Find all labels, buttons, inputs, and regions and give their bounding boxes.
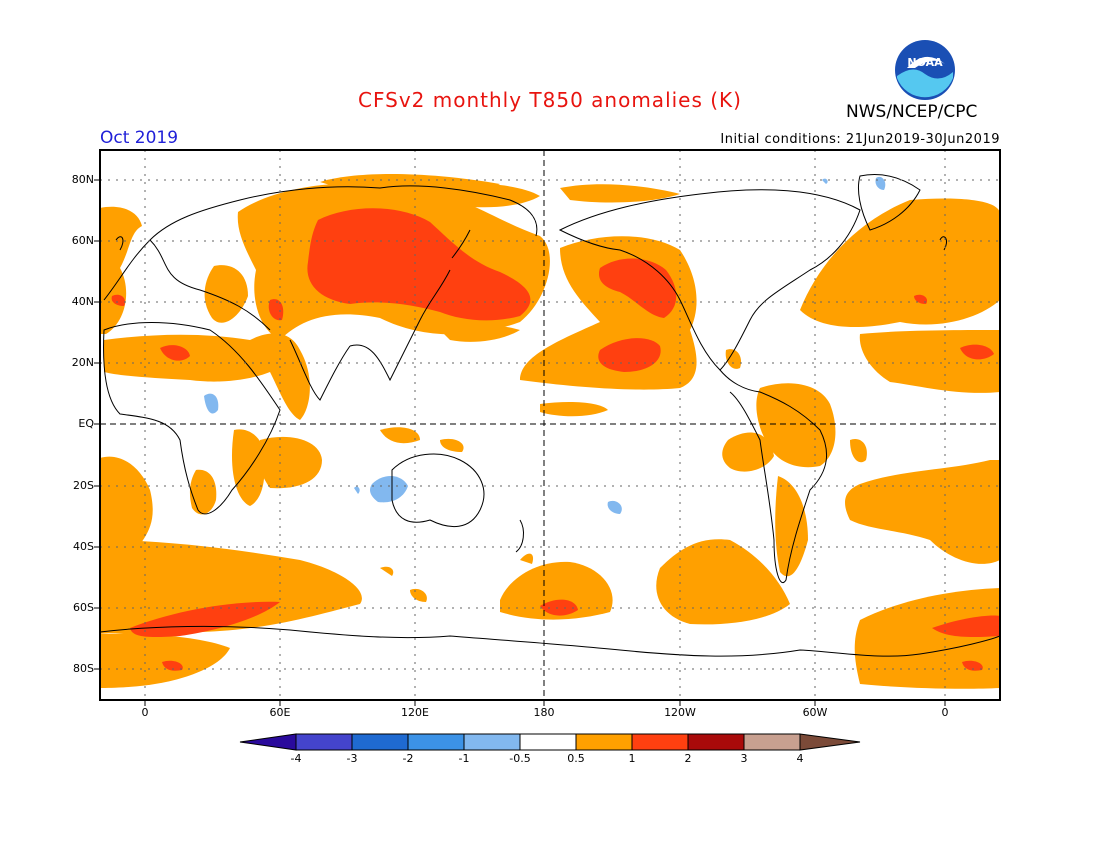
grid-lines bbox=[100, 150, 1000, 700]
colorbar-label: -0.5 bbox=[509, 752, 531, 765]
colorbar-label: 3 bbox=[740, 752, 748, 765]
lon-label-120w: 120W bbox=[664, 706, 696, 719]
colorbar bbox=[239, 733, 861, 751]
colorbar-left-arrow bbox=[239, 733, 297, 751]
initial-conditions-label: Initial conditions: 21Jun2019-30Jun2019 bbox=[720, 132, 1000, 147]
cold-anomaly-regions bbox=[204, 176, 886, 514]
coastlines bbox=[100, 174, 1000, 657]
noaa-logo-text: NOAA bbox=[907, 56, 943, 69]
colorbar-right-arrow bbox=[799, 733, 861, 751]
lon-label-0-right: 0 bbox=[941, 706, 949, 719]
lat-label-40s: 40S bbox=[73, 540, 94, 553]
agency-label: NWS/NCEP/CPC bbox=[846, 102, 978, 122]
lat-label-60s: 60S bbox=[73, 601, 94, 614]
map-frame bbox=[99, 149, 1001, 701]
colorbar-label: -4 bbox=[290, 752, 302, 765]
colorbar-label: -1 bbox=[458, 752, 470, 765]
colorbar-label: 2 bbox=[684, 752, 692, 765]
lon-label-60e: 60E bbox=[269, 706, 291, 719]
lon-label-60w: 60W bbox=[802, 706, 828, 719]
lat-label-80n: 80N bbox=[71, 173, 94, 186]
lat-label-20n: 20N bbox=[71, 356, 94, 369]
noaa-logo: NOAA bbox=[895, 40, 955, 100]
lat-label-80s: 80S bbox=[73, 662, 94, 675]
valid-month-label: Oct 2019 bbox=[100, 128, 179, 148]
strong-warm-anomaly-regions bbox=[111, 208, 1000, 671]
colorbar-label: -2 bbox=[402, 752, 414, 765]
lon-label-180: 180 bbox=[533, 706, 555, 719]
lon-label-0-left: 0 bbox=[141, 706, 149, 719]
lat-label-40n: 40N bbox=[71, 295, 94, 308]
lat-label-eq: EQ bbox=[78, 417, 94, 430]
colorbar-label: -3 bbox=[346, 752, 358, 765]
lat-label-60n: 60N bbox=[71, 234, 94, 247]
colorbar-label: 4 bbox=[796, 752, 804, 765]
chart-title: CFSv2 monthly T850 anomalies (K) bbox=[358, 88, 742, 112]
colorbar-label: 1 bbox=[628, 752, 636, 765]
lon-label-120e: 120E bbox=[401, 706, 429, 719]
colorbar-label: 0.5 bbox=[567, 752, 585, 765]
lat-label-20s: 20S bbox=[73, 479, 94, 492]
